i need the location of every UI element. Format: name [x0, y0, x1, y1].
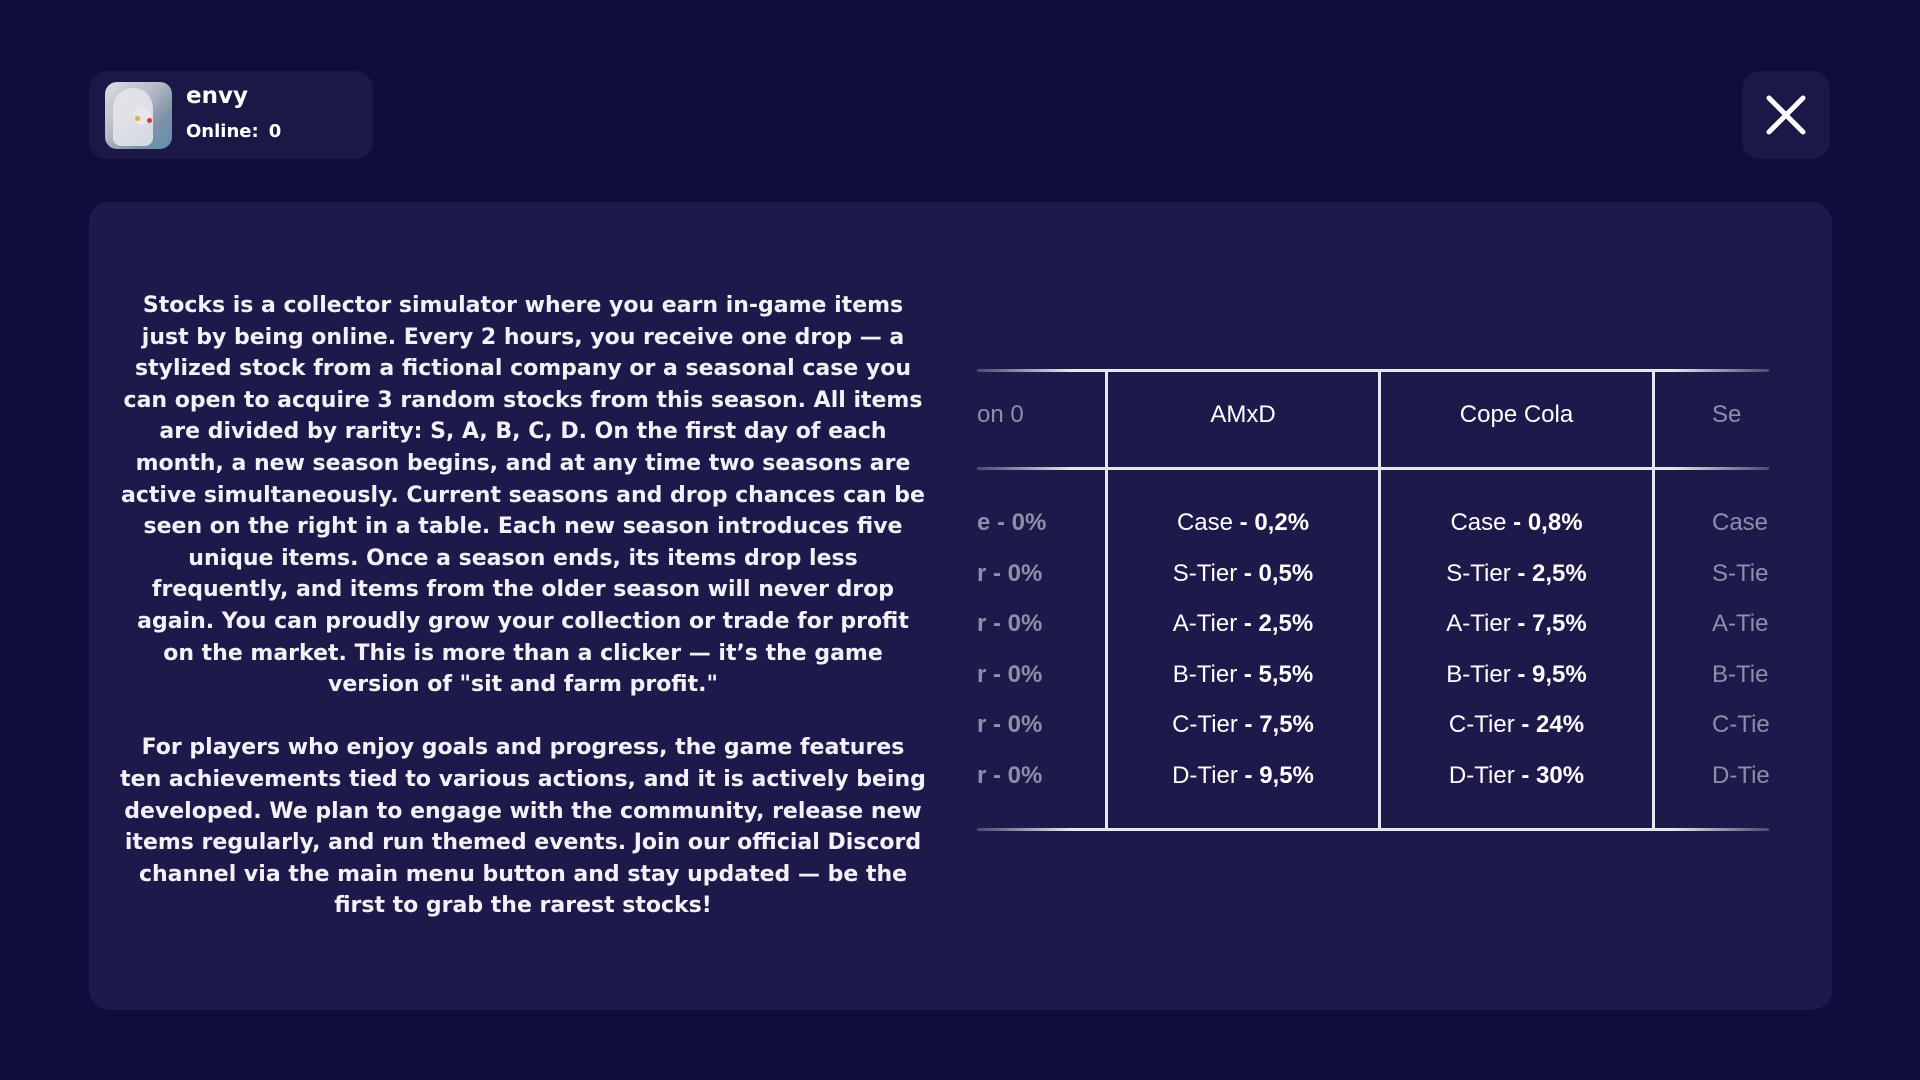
season-column-partial-left: on 0 e - 0% r - 0% r - 0% r - 0% r - 0% …	[977, 369, 1102, 831]
table-cell: A-Tier - 7,5%	[1446, 610, 1587, 637]
table-cell: r - 0%	[977, 560, 1043, 587]
season-column-cope-cola: Cope Cola Case - 0,8% S-Tier - 2,5% A-Ti…	[1381, 369, 1652, 831]
column-header: Se	[1712, 401, 1742, 428]
profile-card: envy Online: 0	[89, 71, 373, 159]
table-cell: r - 0%	[977, 711, 1043, 738]
online-status: Online: 0	[186, 121, 281, 142]
table-cell: C-Tier - 24%	[1448, 711, 1585, 738]
close-button[interactable]	[1742, 71, 1830, 159]
table-cell: Case - 0,8%	[1450, 509, 1583, 536]
table-cell: A-Tie	[1712, 610, 1769, 637]
online-label: Online:	[186, 121, 259, 142]
column-header: AMxD	[1210, 401, 1276, 428]
table-cell: r - 0%	[977, 610, 1043, 637]
table-cell: S-Tier - 2,5%	[1446, 560, 1587, 587]
info-panel	[89, 202, 1832, 1010]
game-description: Stocks is a collector simulator where yo…	[118, 290, 928, 953]
table-cell: e - 0%	[977, 509, 1047, 536]
avatar	[105, 82, 172, 149]
table-cell: D-Tier - 9,5%	[1172, 762, 1314, 789]
table-cell: r - 0%	[977, 762, 1043, 789]
table-cell: S-Tier - 0,5%	[1172, 560, 1314, 587]
table-cell: B-Tier - 9,5%	[1446, 661, 1587, 688]
drop-chance-table[interactable]: on 0 e - 0% r - 0% r - 0% r - 0% r - 0% …	[977, 369, 1769, 831]
table-cell: Case	[1712, 509, 1769, 536]
table-cell: S-Tie	[1712, 560, 1769, 587]
table-cell: D-Tier - 30%	[1448, 762, 1585, 789]
username: envy	[186, 83, 248, 109]
table-cell: B-Tie	[1712, 661, 1769, 688]
column-header: on 0	[977, 401, 1024, 428]
online-count: 0	[268, 121, 282, 142]
table-cell: B-Tier - 5,5%	[1172, 661, 1314, 688]
table-cell: Case - 0,2%	[1176, 509, 1310, 536]
season-column-amxd: AMxD Case - 0,2% S-Tier - 0,5% A-Tier - …	[1108, 369, 1378, 831]
description-paragraph: For players who enjoy goals and progress…	[120, 735, 926, 919]
table-cell: r - 0%	[977, 661, 1043, 688]
description-paragraph: Stocks is a collector simulator where yo…	[121, 293, 925, 698]
table-cell: D-Tie	[1712, 762, 1769, 789]
column-header: Cope Cola	[1459, 401, 1574, 428]
close-icon	[1766, 95, 1806, 135]
table-cell: C-Tier - 7,5%	[1172, 711, 1314, 738]
table-cell: A-Tier - 2,5%	[1172, 610, 1314, 637]
table-cell: C-Tie	[1712, 711, 1769, 738]
season-column-partial-right: Se Case S-Tie A-Tie B-Tie C-Tie D-Tie	[1712, 369, 1769, 831]
